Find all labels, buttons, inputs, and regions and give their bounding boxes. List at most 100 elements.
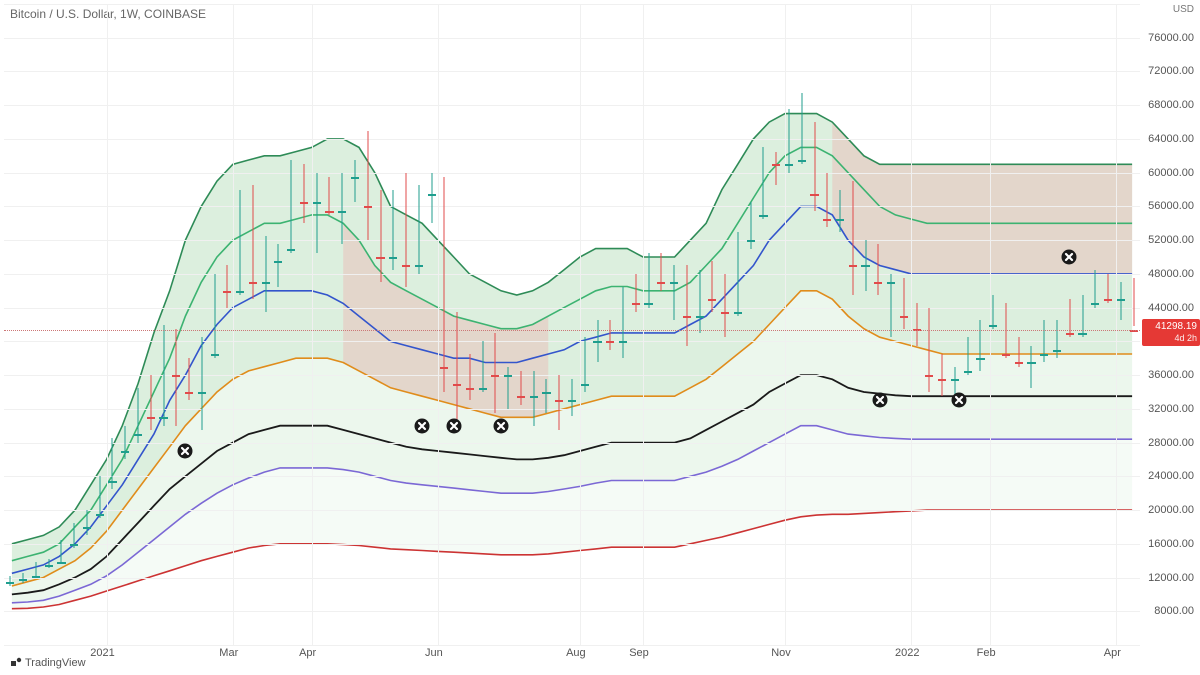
candle[interactable] (632, 4, 640, 645)
candle[interactable] (798, 4, 806, 645)
candle[interactable] (644, 4, 652, 645)
candle[interactable] (159, 4, 167, 645)
candle[interactable] (1078, 4, 1086, 645)
candle[interactable] (938, 4, 946, 645)
candle[interactable] (300, 4, 308, 645)
signal-marker-icon[interactable] (414, 418, 430, 434)
candle[interactable] (376, 4, 384, 645)
candle[interactable] (785, 4, 793, 645)
candle[interactable] (1066, 4, 1074, 645)
candle[interactable] (415, 4, 423, 645)
candle[interactable] (83, 4, 91, 645)
signal-marker-icon[interactable] (951, 392, 967, 408)
candle[interactable] (619, 4, 627, 645)
candle[interactable] (1040, 4, 1048, 645)
candle[interactable] (236, 4, 244, 645)
candle[interactable] (1053, 4, 1061, 645)
candle[interactable] (313, 4, 321, 645)
candle[interactable] (1027, 4, 1035, 645)
candle[interactable] (810, 4, 818, 645)
candle[interactable] (887, 4, 895, 645)
candle[interactable] (32, 4, 40, 645)
candle[interactable] (453, 4, 461, 645)
candle[interactable] (185, 4, 193, 645)
candle[interactable] (593, 4, 601, 645)
candle[interactable] (108, 4, 116, 645)
candle[interactable] (325, 4, 333, 645)
candle[interactable] (338, 4, 346, 645)
y-axis-label: 16000.00 (1148, 538, 1194, 550)
candle[interactable] (45, 4, 53, 645)
candle[interactable] (823, 4, 831, 645)
signal-marker-icon[interactable] (446, 418, 462, 434)
candle[interactable] (861, 4, 869, 645)
candle[interactable] (287, 4, 295, 645)
signal-marker-icon[interactable] (493, 418, 509, 434)
candle[interactable] (849, 4, 857, 645)
candle[interactable] (402, 4, 410, 645)
candle[interactable] (172, 4, 180, 645)
candle[interactable] (542, 4, 550, 645)
candle[interactable] (274, 4, 282, 645)
signal-marker-icon[interactable] (177, 443, 193, 459)
candle[interactable] (147, 4, 155, 645)
candle[interactable] (1091, 4, 1099, 645)
candle[interactable] (19, 4, 27, 645)
candle[interactable] (517, 4, 525, 645)
candle[interactable] (428, 4, 436, 645)
candle[interactable] (262, 4, 270, 645)
signal-marker-icon[interactable] (872, 392, 888, 408)
candle[interactable] (1130, 4, 1138, 645)
candle[interactable] (479, 4, 487, 645)
candle[interactable] (772, 4, 780, 645)
candle[interactable] (249, 4, 257, 645)
candle[interactable] (440, 4, 448, 645)
candle[interactable] (530, 4, 538, 645)
candle[interactable] (121, 4, 129, 645)
candle[interactable] (734, 4, 742, 645)
candle[interactable] (721, 4, 729, 645)
plot-area[interactable]: 41298.194d 2h (4, 4, 1140, 645)
candle[interactable] (211, 4, 219, 645)
candle[interactable] (951, 4, 959, 645)
candle[interactable] (1002, 4, 1010, 645)
candle[interactable] (683, 4, 691, 645)
candle[interactable] (1015, 4, 1023, 645)
candle[interactable] (466, 4, 474, 645)
candle[interactable] (670, 4, 678, 645)
candle[interactable] (96, 4, 104, 645)
candle[interactable] (964, 4, 972, 645)
candle[interactable] (364, 4, 372, 645)
candle[interactable] (1117, 4, 1125, 645)
candle[interactable] (70, 4, 78, 645)
candle[interactable] (581, 4, 589, 645)
candle[interactable] (568, 4, 576, 645)
candle[interactable] (223, 4, 231, 645)
candle[interactable] (874, 4, 882, 645)
candle[interactable] (491, 4, 499, 645)
candle[interactable] (759, 4, 767, 645)
candle[interactable] (747, 4, 755, 645)
candle[interactable] (57, 4, 65, 645)
candle[interactable] (606, 4, 614, 645)
x-axis-label: 2021 (90, 647, 114, 659)
candle[interactable] (925, 4, 933, 645)
candle[interactable] (708, 4, 716, 645)
candle[interactable] (198, 4, 206, 645)
candle[interactable] (555, 4, 563, 645)
candle[interactable] (976, 4, 984, 645)
candle[interactable] (989, 4, 997, 645)
candle[interactable] (836, 4, 844, 645)
candle[interactable] (6, 4, 14, 645)
candle[interactable] (657, 4, 665, 645)
candle[interactable] (134, 4, 142, 645)
candle[interactable] (696, 4, 704, 645)
candle[interactable] (504, 4, 512, 645)
candle[interactable] (389, 4, 397, 645)
candle[interactable] (913, 4, 921, 645)
signal-marker-icon[interactable] (1061, 249, 1077, 265)
candle[interactable] (351, 4, 359, 645)
candle[interactable] (1104, 4, 1112, 645)
x-axis-label: Apr (299, 647, 316, 659)
candle[interactable] (900, 4, 908, 645)
